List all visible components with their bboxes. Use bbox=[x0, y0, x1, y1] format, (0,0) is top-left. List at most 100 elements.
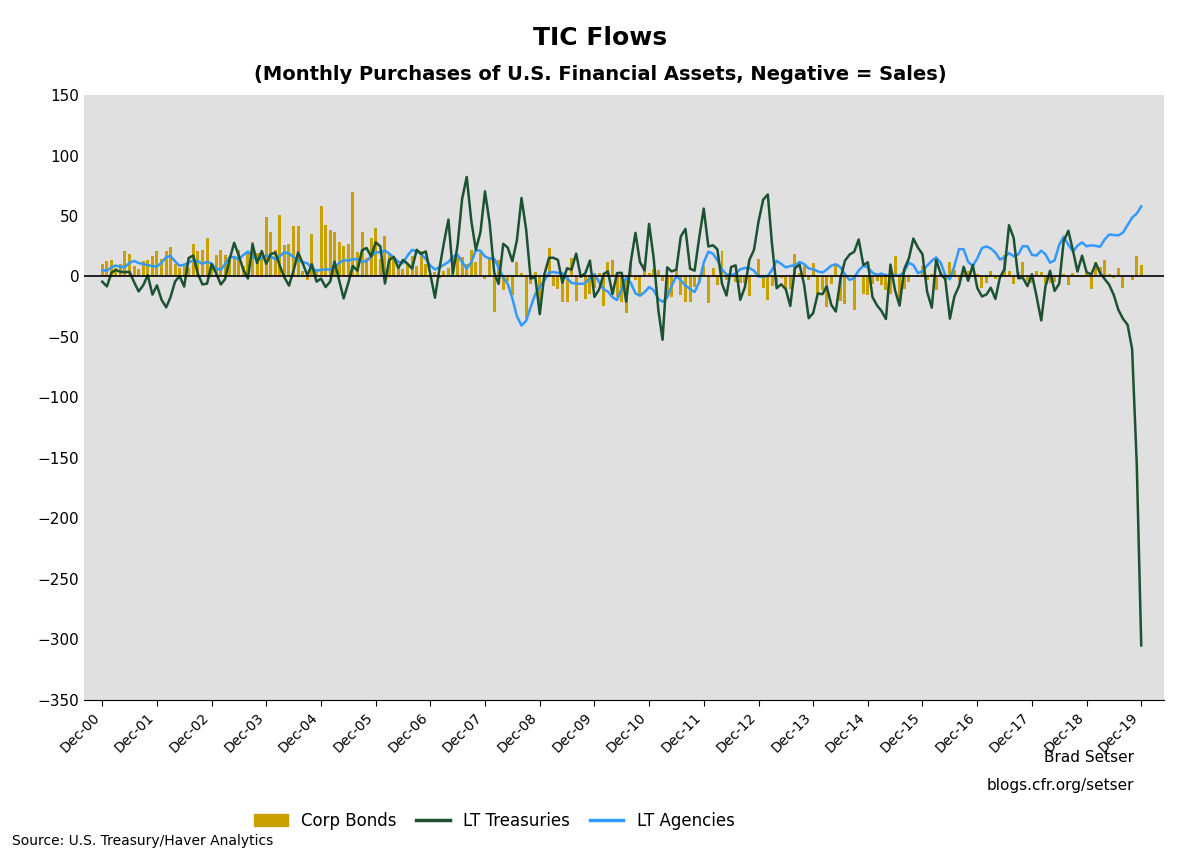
Bar bbox=[174, 264, 176, 276]
Bar bbox=[1122, 276, 1124, 288]
Bar bbox=[989, 270, 992, 276]
Bar bbox=[200, 251, 204, 276]
Bar bbox=[329, 231, 332, 276]
Bar bbox=[146, 260, 149, 276]
Bar bbox=[1108, 274, 1111, 276]
Bar bbox=[128, 254, 131, 276]
Bar bbox=[565, 276, 569, 302]
Bar bbox=[1112, 276, 1115, 278]
Bar bbox=[670, 276, 673, 296]
Bar bbox=[930, 274, 934, 276]
Bar bbox=[689, 276, 691, 302]
Bar bbox=[943, 276, 947, 280]
Bar bbox=[821, 276, 824, 290]
Bar bbox=[288, 245, 290, 276]
Bar bbox=[238, 250, 240, 276]
Bar bbox=[220, 250, 222, 276]
Bar bbox=[1016, 272, 1020, 276]
Bar bbox=[757, 258, 760, 276]
Bar bbox=[830, 276, 833, 284]
Bar bbox=[502, 276, 505, 289]
Bar bbox=[697, 276, 701, 283]
Bar bbox=[365, 257, 368, 276]
Bar bbox=[880, 276, 883, 285]
Bar bbox=[788, 276, 792, 289]
Bar bbox=[958, 276, 960, 281]
Bar bbox=[976, 274, 979, 276]
Bar bbox=[560, 276, 564, 302]
Bar bbox=[826, 276, 828, 308]
Bar bbox=[484, 276, 486, 279]
Bar bbox=[374, 228, 377, 276]
Bar bbox=[356, 251, 359, 276]
Bar bbox=[205, 238, 209, 276]
Bar bbox=[593, 276, 596, 288]
Bar bbox=[694, 276, 696, 287]
Bar bbox=[816, 276, 820, 295]
Bar bbox=[466, 264, 468, 276]
Bar bbox=[1135, 256, 1139, 276]
Bar bbox=[730, 275, 733, 276]
Bar bbox=[470, 250, 473, 276]
Bar bbox=[602, 276, 605, 306]
Bar bbox=[106, 261, 108, 276]
Bar bbox=[648, 273, 650, 276]
Bar bbox=[265, 217, 268, 276]
Bar bbox=[178, 268, 181, 276]
Bar bbox=[420, 251, 422, 276]
Bar bbox=[866, 276, 869, 295]
Bar bbox=[215, 255, 217, 276]
Bar bbox=[712, 268, 714, 276]
Text: Source: U.S. Treasury/Haver Analytics: Source: U.S. Treasury/Haver Analytics bbox=[12, 835, 274, 848]
Bar bbox=[132, 266, 136, 276]
Bar bbox=[539, 276, 541, 301]
Bar bbox=[971, 275, 974, 276]
Bar bbox=[1090, 276, 1093, 289]
Bar bbox=[598, 273, 600, 276]
Bar bbox=[316, 269, 318, 276]
Bar bbox=[515, 262, 518, 276]
Bar bbox=[493, 276, 496, 312]
Bar bbox=[474, 263, 478, 276]
Bar bbox=[114, 269, 118, 276]
Bar bbox=[246, 253, 250, 276]
Bar bbox=[160, 259, 163, 276]
Bar bbox=[342, 245, 346, 276]
Bar bbox=[583, 276, 587, 299]
Bar bbox=[862, 276, 865, 294]
Bar bbox=[808, 276, 810, 281]
Bar bbox=[534, 272, 536, 276]
Bar bbox=[661, 276, 664, 281]
Bar bbox=[451, 257, 455, 276]
Bar bbox=[1140, 265, 1142, 276]
Bar bbox=[720, 251, 724, 276]
Bar bbox=[980, 276, 984, 289]
Bar bbox=[953, 270, 956, 276]
Bar bbox=[415, 266, 418, 276]
Bar bbox=[588, 276, 592, 294]
Bar bbox=[182, 266, 186, 276]
Bar bbox=[461, 257, 463, 276]
Bar bbox=[379, 258, 382, 276]
Bar bbox=[762, 276, 764, 289]
Bar bbox=[479, 253, 482, 276]
Bar bbox=[547, 248, 551, 276]
Bar bbox=[497, 260, 500, 276]
Bar bbox=[311, 234, 313, 276]
Bar bbox=[151, 257, 154, 276]
Bar bbox=[739, 276, 742, 283]
Bar bbox=[898, 276, 901, 300]
Bar bbox=[557, 276, 559, 289]
Bar bbox=[839, 276, 842, 302]
Bar bbox=[256, 252, 258, 276]
Bar bbox=[871, 276, 874, 284]
Bar bbox=[674, 270, 678, 276]
Bar bbox=[552, 276, 554, 286]
Bar bbox=[917, 276, 919, 277]
Bar bbox=[388, 254, 391, 276]
Bar bbox=[798, 273, 802, 276]
Bar bbox=[384, 236, 386, 276]
Line: LT Agencies: LT Agencies bbox=[102, 206, 1141, 326]
Bar bbox=[319, 206, 323, 276]
Bar bbox=[625, 276, 628, 313]
